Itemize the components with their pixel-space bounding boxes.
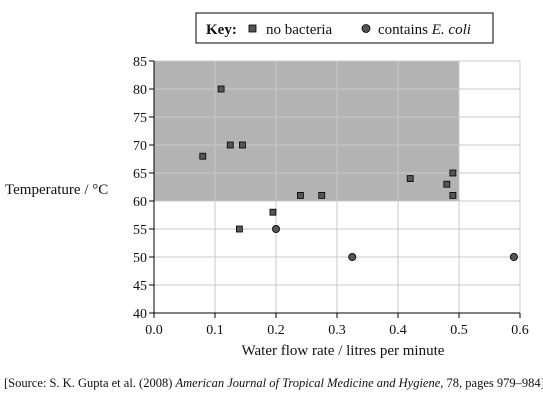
legend-label-e-coli-prefix: contains [378, 22, 432, 38]
legend-label-e-coli: contains E. coli [378, 22, 471, 38]
y-tick-label: 75 [133, 111, 147, 126]
point-no-bacteria [235, 225, 243, 233]
point-e-coli [509, 252, 518, 261]
legend-square-marker [248, 24, 257, 33]
point-no-bacteria [449, 169, 457, 177]
point-no-bacteria [217, 85, 225, 93]
y-tick-label: 55 [133, 223, 147, 238]
legend-title: Key: [206, 22, 237, 38]
legend-box [195, 12, 494, 44]
axes [149, 60, 521, 318]
y-axis-title: Temperature / °C [5, 182, 108, 198]
legend-circle-marker [361, 24, 371, 33]
x-tick-label: 0.4 [389, 323, 407, 338]
legend: Key: no bacteria contains E. coli [195, 12, 494, 44]
point-no-bacteria [239, 141, 246, 149]
y-tick-label: 65 [133, 167, 147, 182]
x-axis-title: Water flow rate / litres per minute [242, 343, 445, 359]
y-tick-labels: 40 45 50 55 60 65 70 75 80 85 [133, 55, 147, 322]
y-tick-label: 40 [133, 307, 147, 322]
y-tick-label: 80 [133, 83, 147, 98]
y-tick-label: 70 [133, 139, 147, 154]
point-no-bacteria [449, 191, 457, 199]
source-prefix: [Source: S. K. Gupta et al. (2008) [4, 376, 176, 390]
y-tick-label: 85 [133, 55, 147, 70]
grid [153, 60, 521, 314]
legend-label-no-bacteria: no bacteria [266, 22, 333, 38]
x-tick-label: 0.2 [267, 323, 285, 338]
point-no-bacteria [226, 141, 234, 149]
point-e-coli [348, 252, 357, 261]
legend-label-e-coli-italic: E. coli [431, 22, 471, 38]
y-tick-label: 45 [133, 279, 147, 294]
point-no-bacteria [199, 152, 207, 160]
point-no-bacteria [318, 191, 326, 199]
x-tick-label: 0.3 [328, 323, 346, 338]
data-points [199, 85, 518, 261]
x-tick-labels: 0.0 0.1 0.2 0.3 0.4 0.5 0.6 [145, 323, 529, 338]
point-no-bacteria [406, 175, 414, 183]
y-tick-label: 50 [133, 251, 147, 266]
x-tick-label: 0.6 [511, 323, 529, 338]
x-tick-label: 0.0 [145, 323, 163, 338]
y-tick-label: 60 [133, 195, 147, 210]
point-no-bacteria [443, 180, 451, 188]
source-suffix: , 78, pages 979–984] [440, 376, 543, 390]
point-no-bacteria [296, 191, 304, 199]
source-journal: American Journal of Tropical Medicine an… [175, 376, 441, 390]
source-citation: [Source: S. K. Gupta et al. (2008) Ameri… [4, 376, 543, 391]
x-tick-label: 0.1 [206, 323, 224, 338]
point-no-bacteria [269, 208, 277, 216]
point-e-coli [271, 224, 280, 233]
x-tick-label: 0.5 [450, 323, 468, 338]
